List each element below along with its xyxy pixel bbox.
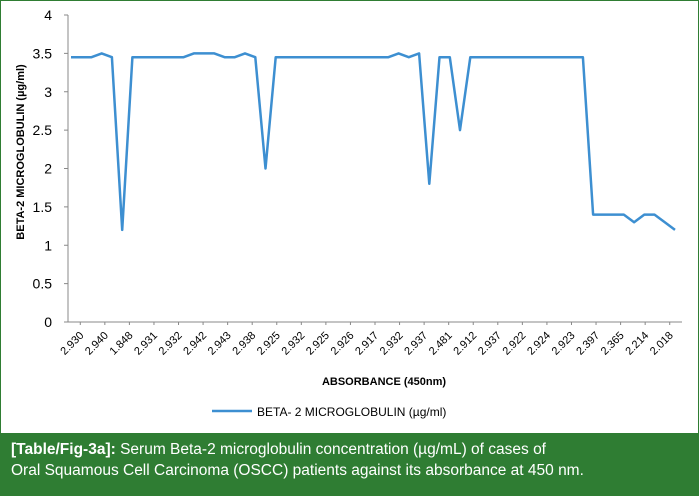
- y-tick-label: 3.5: [33, 45, 53, 61]
- legend-label: BETA- 2 MICROGLOBULIN (µg/ml): [257, 405, 446, 419]
- x-tick-label: 2.937: [402, 330, 430, 358]
- y-axis-title: BETA-2 MICROGLOBULIN (µg/ml): [15, 64, 27, 240]
- chart-axes: [64, 14, 682, 325]
- x-tick-label: 2.931: [132, 330, 160, 358]
- x-tick-label: 2.397: [574, 330, 602, 358]
- x-tick-label: 2.937: [476, 330, 504, 358]
- x-tick-label: 2.924: [525, 330, 553, 358]
- x-tick-label: 2.942: [181, 330, 209, 358]
- legend: BETA- 2 MICROGLOBULIN (µg/ml): [212, 405, 446, 419]
- chart-series: [71, 52, 676, 232]
- x-tick-label: 2.932: [157, 330, 185, 358]
- figure-caption: [Table/Fig-3a]: Serum Beta-2 microglobul…: [1, 433, 698, 495]
- x-tick-label: 2.926: [329, 330, 357, 358]
- x-tick-label: 2.917: [353, 330, 381, 358]
- x-tick-label: 2.481: [427, 330, 455, 358]
- x-tick-label: 2.925: [255, 330, 283, 358]
- series-line: [71, 52, 676, 232]
- x-tick-label: 1.848: [108, 330, 136, 358]
- x-tick-label: 2.912: [451, 330, 479, 358]
- y-tick-label: 0: [44, 314, 52, 330]
- x-tick-label: 2.365: [599, 330, 627, 358]
- x-tick-label: 2.922: [501, 330, 529, 358]
- y-tick-label: 1: [44, 237, 52, 253]
- y-tick-label: 1.5: [33, 199, 53, 215]
- x-tick-labels: 2.9302.9401.8482.9312.9322.9422.9432.938…: [58, 330, 675, 358]
- x-tick-label: 2.925: [304, 330, 332, 358]
- x-tick-label: 2.930: [58, 330, 86, 358]
- x-tick-label: 2.938: [230, 330, 258, 358]
- y-tick-label: 2.5: [33, 122, 53, 138]
- x-tick-label: 2.932: [378, 330, 406, 358]
- x-tick-label: 2.018: [648, 330, 676, 358]
- caption-line-1: Serum Beta-2 microglobulin concentration…: [115, 441, 546, 458]
- y-tick-label: 3: [44, 84, 52, 100]
- x-tick-label: 2.923: [550, 330, 578, 358]
- y-tick-label: 2: [44, 161, 52, 177]
- caption-label: [Table/Fig-3a]:: [11, 441, 116, 458]
- x-axis-title: ABSORBANCE (450nm): [322, 376, 446, 388]
- caption-line-2: Oral Squamous Cell Carcinoma (OSCC) pati…: [11, 462, 584, 479]
- x-tick-label: 2.214: [623, 330, 651, 358]
- y-tick-labels: 0 0.5 1 1.5 2 2.5 3 3.5 4: [33, 7, 53, 330]
- y-tick-label: 4: [44, 7, 52, 23]
- y-tick-label: 0.5: [33, 276, 53, 292]
- x-tick-label: 2.940: [83, 330, 111, 358]
- x-tick-label: 2.932: [279, 330, 307, 358]
- x-tick-label: 2.943: [206, 330, 234, 358]
